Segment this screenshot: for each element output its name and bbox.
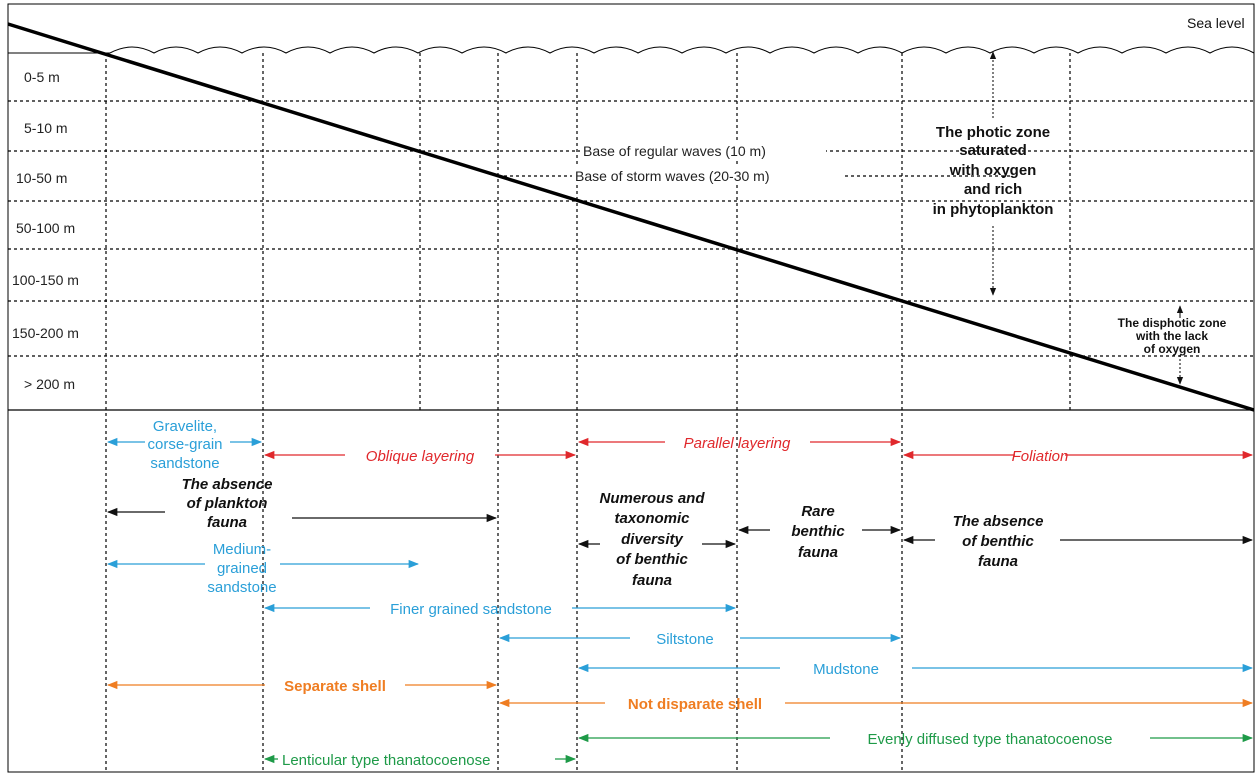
photic-zone: The photic zone saturated with oxygen an… bbox=[933, 51, 1054, 296]
disphotic-line-3: of oxygen bbox=[1144, 342, 1201, 356]
not-disparate-shell-range: Not disparate shell bbox=[498, 696, 1254, 713]
gravelite-line-3: sandstone bbox=[150, 455, 219, 472]
photic-line-5: in phytoplankton bbox=[933, 201, 1054, 218]
depth-label-10-50: 10-50 m bbox=[16, 170, 67, 186]
numerous-line-4: of benthic bbox=[616, 551, 688, 568]
foliation-label: Foliation bbox=[1012, 448, 1069, 465]
sea-surface-wave bbox=[109, 46, 1255, 54]
gravelite-line-2: corse-grain bbox=[147, 436, 222, 453]
disphotic-line-2: with the lack bbox=[1135, 329, 1208, 343]
outer-frame bbox=[7, 3, 1255, 773]
separate-shell-range: Separate shell bbox=[106, 678, 498, 695]
depth-label-0-5: 0-5 m bbox=[24, 69, 60, 85]
disphotic-line-1: The disphotic zone bbox=[1118, 316, 1227, 330]
depth-label-150-200: 150-200 m bbox=[12, 325, 79, 341]
regular-wave-base-label: Base of regular waves (10 m) bbox=[583, 143, 766, 159]
foliation-range: Foliation bbox=[902, 448, 1254, 465]
numerous-benthic-range: Numerous and taxonomic diversity of bent… bbox=[577, 490, 737, 589]
numerous-line-5: fauna bbox=[632, 572, 672, 589]
sea-level-label: Sea level bbox=[1187, 15, 1245, 31]
medium-sandstone-range: Medium- grained sandstone bbox=[106, 541, 420, 596]
parallel-layering-label: Parallel layering bbox=[684, 435, 791, 452]
storm-wave-base-label: Base of storm waves (20-30 m) bbox=[575, 168, 770, 184]
siltstone-label: Siltstone bbox=[656, 631, 714, 648]
absence-benthic-line-3: fauna bbox=[978, 553, 1018, 570]
absence-plankton-line-1: The absence bbox=[182, 476, 273, 493]
mudstone-range: Mudstone bbox=[577, 661, 1254, 678]
rare-line-3: fauna bbox=[798, 544, 838, 561]
zone-dividers bbox=[105, 53, 1071, 772]
photic-line-3: with oxygen bbox=[949, 162, 1037, 179]
medium-line-2: grained bbox=[217, 560, 267, 577]
disphotic-zone: The disphotic zone with the lack of oxyg… bbox=[1118, 305, 1227, 385]
rare-line-2: benthic bbox=[791, 523, 845, 540]
evenly-diffused-range: Evenly diffused type thanatocoenose bbox=[577, 731, 1254, 748]
separate-shell-label: Separate shell bbox=[284, 678, 386, 695]
oblique-layering-range: Oblique layering bbox=[263, 448, 577, 465]
depth-gridlines bbox=[8, 100, 1254, 357]
numerous-line-1: Numerous and bbox=[599, 490, 705, 507]
depth-labels: 0-5 m 5-10 m 10-50 m 50-100 m 100-150 m … bbox=[12, 69, 79, 392]
oblique-layering-label: Oblique layering bbox=[366, 448, 475, 465]
photic-line-1: The photic zone bbox=[936, 124, 1050, 141]
wave-base-labels: Base of regular waves (10 m) Base of sto… bbox=[572, 142, 842, 185]
seafloor-slope bbox=[7, 22, 1255, 412]
absence-plankton-line-2: of plankton bbox=[187, 495, 268, 512]
rare-line-1: Rare bbox=[801, 503, 834, 520]
siltstone-range: Siltstone bbox=[498, 631, 902, 648]
numerous-line-3: diversity bbox=[621, 531, 683, 548]
medium-line-3: sandstone bbox=[207, 579, 276, 596]
absence-plankton-range: The absence of plankton fauna bbox=[106, 476, 498, 531]
absence-benthic-line-1: The absence bbox=[953, 513, 1044, 530]
lenticular-range: Lenticular type thanatocoenose bbox=[263, 752, 577, 769]
numerous-line-2: taxonomic bbox=[614, 510, 690, 527]
evenly-diffused-label: Evenly diffused type thanatocoenose bbox=[868, 731, 1113, 748]
medium-line-1: Medium- bbox=[213, 541, 271, 558]
gravelite-line-1: Gravelite, bbox=[153, 418, 217, 435]
depth-label-5-10: 5-10 m bbox=[24, 120, 68, 136]
depth-label-100-150: 100-150 m bbox=[12, 272, 79, 288]
absence-plankton-line-3: fauna bbox=[207, 514, 247, 531]
parallel-layering-range: Parallel layering bbox=[577, 435, 902, 452]
photic-line-4: and rich bbox=[964, 181, 1022, 198]
lenticular-label: Lenticular type thanatocoenose bbox=[282, 752, 490, 769]
absence-benthic-line-2: of benthic bbox=[962, 533, 1034, 550]
photic-line-2: saturated bbox=[959, 142, 1027, 159]
gravelite-range: Gravelite, corse-grain sandstone bbox=[106, 418, 263, 472]
absence-benthic-range: The absence of benthic fauna bbox=[902, 513, 1254, 570]
not-disparate-shell-label: Not disparate shell bbox=[628, 696, 762, 713]
depth-label-200-plus: > 200 m bbox=[24, 376, 75, 392]
mudstone-label: Mudstone bbox=[813, 661, 879, 678]
rare-benthic-range: Rare benthic fauna bbox=[737, 503, 902, 561]
depth-label-50-100: 50-100 m bbox=[16, 220, 75, 236]
finer-sandstone-label: Finer grained sandstone bbox=[390, 601, 552, 618]
finer-sandstone-range: Finer grained sandstone bbox=[263, 601, 737, 618]
